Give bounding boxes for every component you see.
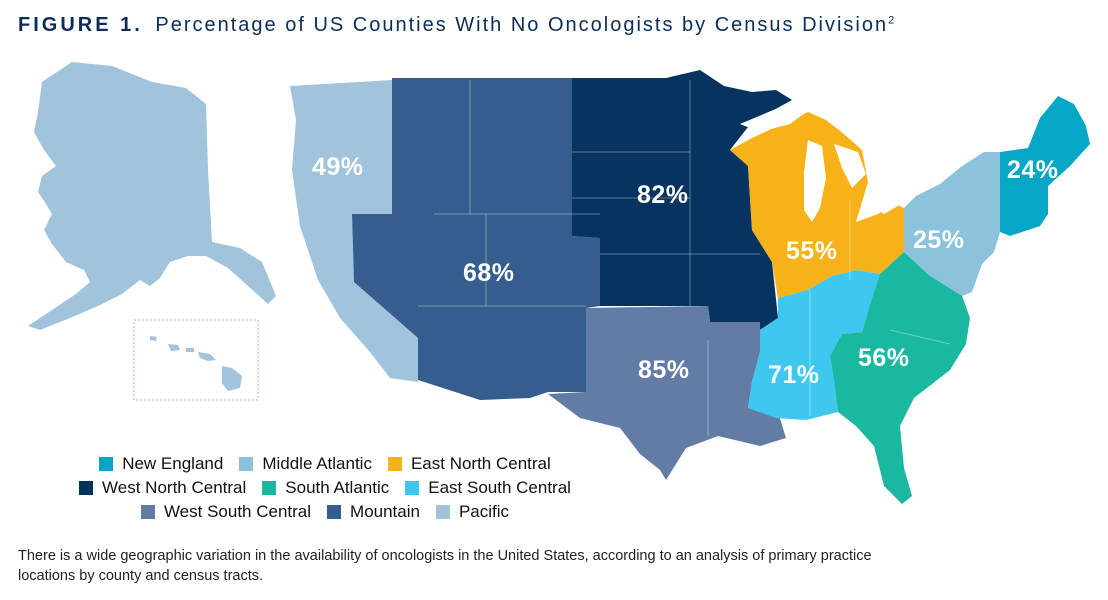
legend-item: South Atlantic bbox=[262, 478, 389, 498]
legend-swatch bbox=[140, 505, 155, 519]
label-south-atlantic: 56% bbox=[858, 344, 910, 372]
legend-item: East North Central bbox=[387, 454, 551, 474]
label-new-england: 24% bbox=[1007, 156, 1059, 184]
label-mountain: 68% bbox=[463, 259, 515, 287]
legend-item: Middle Atlantic bbox=[239, 454, 372, 474]
legend-item: West North Central bbox=[79, 478, 246, 498]
lake-superior bbox=[740, 108, 806, 132]
legend-label: West North Central bbox=[102, 478, 247, 497]
region-middle-atlantic bbox=[904, 152, 1000, 296]
legend-item: East South Central bbox=[405, 478, 571, 498]
hawaii-island-4 bbox=[198, 352, 216, 361]
legend-swatch bbox=[327, 505, 342, 519]
region-east-south-central bbox=[748, 270, 880, 420]
great-lakes bbox=[740, 108, 908, 222]
legend-swatch bbox=[99, 457, 114, 471]
legend-item: Pacific bbox=[435, 502, 510, 522]
alaska-region bbox=[28, 62, 276, 330]
lake-huron bbox=[834, 144, 866, 188]
figure-title-text: Percentage of US Counties With No Oncolo… bbox=[155, 14, 889, 36]
legend-swatch bbox=[239, 457, 254, 471]
legend-swatch bbox=[79, 481, 94, 495]
lake-erie bbox=[876, 196, 908, 214]
state-borders bbox=[418, 80, 951, 436]
legend-item: West South Central bbox=[140, 502, 312, 522]
label-pacific: 49% bbox=[312, 153, 364, 181]
legend-row: West South Central Mountain Pacific bbox=[30, 500, 620, 524]
region-west-north-central bbox=[572, 70, 792, 330]
legend-label: East North Central bbox=[410, 454, 551, 473]
map-legend: New England Middle Atlantic East North Cen… bbox=[30, 452, 620, 524]
legend-label: Middle Atlantic bbox=[262, 454, 372, 473]
legend-swatch bbox=[387, 457, 402, 471]
region-south-atlantic bbox=[830, 252, 970, 504]
figure-title-superscript: 2 bbox=[888, 14, 895, 27]
region-mountain bbox=[352, 78, 600, 400]
label-west-south-central: 85% bbox=[638, 356, 690, 384]
legend-swatch bbox=[262, 481, 277, 495]
legend-label: South Atlantic bbox=[285, 478, 390, 497]
label-east-north-central: 55% bbox=[786, 237, 838, 265]
legend-label: New England bbox=[122, 454, 224, 473]
label-middle-atlantic: 25% bbox=[913, 226, 965, 254]
lake-michigan bbox=[804, 140, 826, 222]
legend-swatch bbox=[435, 505, 450, 519]
legend-item: Mountain bbox=[327, 502, 420, 522]
legend-label: Pacific bbox=[458, 502, 510, 521]
figure-label: FIGURE 1 bbox=[18, 14, 135, 36]
legend-label: Mountain bbox=[350, 502, 420, 521]
region-new-england bbox=[1000, 96, 1090, 236]
region-pacific bbox=[290, 80, 418, 382]
hawaii-island-2 bbox=[168, 344, 180, 351]
label-east-south-central: 71% bbox=[768, 361, 820, 389]
state-border-line bbox=[889, 329, 951, 345]
legend-row: New England Middle Atlantic East North Cen… bbox=[30, 452, 620, 476]
hawaii-island-1 bbox=[150, 336, 157, 341]
label-west-north-central: 82% bbox=[637, 181, 689, 209]
legend-label: East South Central bbox=[428, 478, 571, 497]
hawaii-inset-box bbox=[133, 319, 259, 401]
region-west-south-central bbox=[548, 306, 786, 480]
legend-label: West South Central bbox=[163, 502, 312, 521]
hawaii-island-3 bbox=[186, 348, 194, 352]
us-census-division-map: 49% 68% 82% 85% 55% 71% 56% 25% 24% bbox=[28, 62, 1090, 504]
hawaii-islands bbox=[150, 336, 242, 391]
legend-row: West North Central South Atlantic East Sou… bbox=[30, 476, 620, 500]
hawaii-island-5 bbox=[222, 366, 242, 391]
figure-label-dot: . bbox=[134, 14, 142, 36]
figure-title: FIGURE 1. Percentage of US Counties With… bbox=[18, 14, 894, 37]
legend-item: New England bbox=[99, 454, 223, 474]
legend-swatch bbox=[405, 481, 420, 495]
figure-caption: There is a wide geographic variation in … bbox=[18, 548, 872, 584]
